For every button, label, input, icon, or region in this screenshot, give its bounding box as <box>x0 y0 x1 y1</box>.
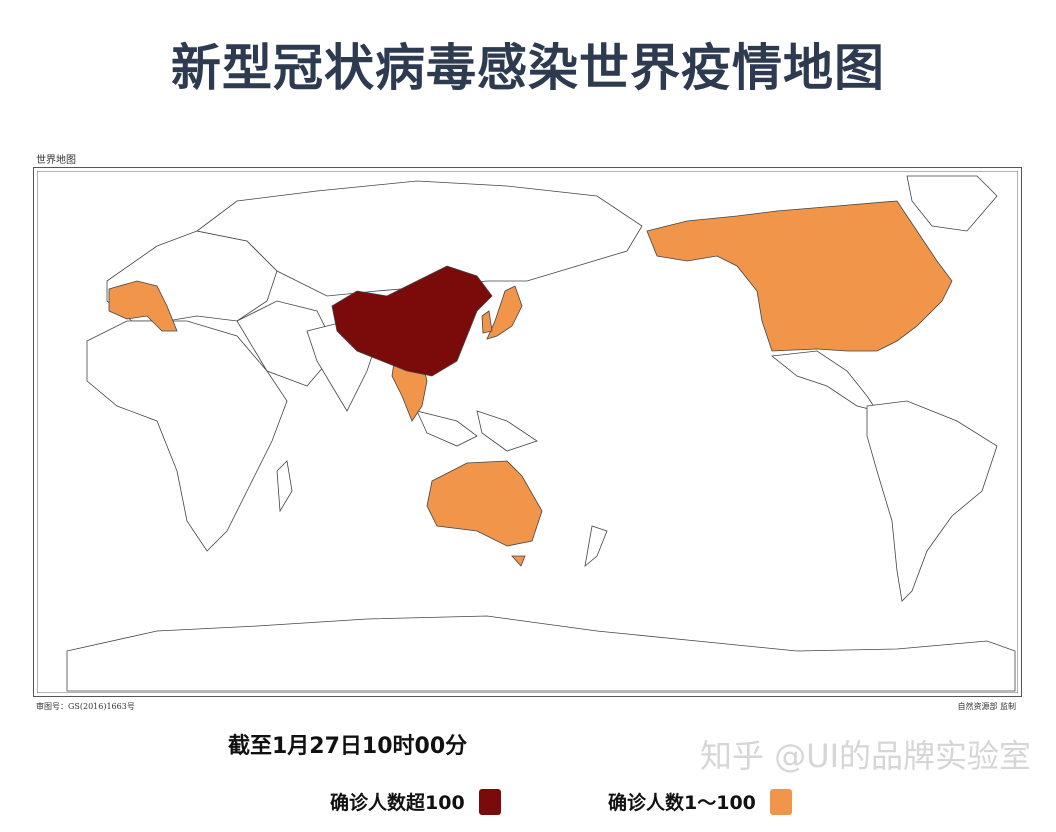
region-tasmania <box>511 555 526 567</box>
legend-label: 确诊人数1～100 <box>608 792 756 814</box>
legend-item-over-100: 确诊人数超100 <box>330 788 501 815</box>
region-new-guinea <box>476 410 538 452</box>
region-new-zealand <box>584 525 608 568</box>
region-australia <box>426 460 543 547</box>
region-africa <box>86 320 288 552</box>
region-russia <box>196 180 643 297</box>
page-title: 新型冠状病毒感染世界疫情地图 <box>171 39 885 97</box>
legend-item-1-to-100: 确诊人数1～100 <box>608 788 792 815</box>
region-japan <box>486 285 523 340</box>
region-indonesia <box>416 410 478 447</box>
region-korea <box>481 310 493 334</box>
map-canvas <box>37 171 1018 693</box>
legend-swatch-orange <box>769 788 792 815</box>
world-map <box>33 167 1022 697</box>
legend-swatch-dark-red <box>478 788 501 815</box>
region-madagascar <box>276 460 293 513</box>
map-maker: 自然资源部 监制 <box>957 702 1016 711</box>
legend-label: 确诊人数超100 <box>330 792 465 814</box>
region-north-america <box>646 200 953 352</box>
map-approval-number: 审图号：GS(2016)1663号 <box>36 702 135 711</box>
region-china <box>331 265 493 377</box>
region-antarctica <box>66 615 1016 692</box>
region-greenland <box>906 175 998 232</box>
map-label: 世界地图 <box>36 155 76 166</box>
region-south-america <box>866 400 998 602</box>
region-western-europe <box>108 280 178 332</box>
watermark: 知乎 @UI的品牌实验室 <box>700 737 1032 775</box>
date-text: 截至1月27日10时00分 <box>228 734 468 759</box>
